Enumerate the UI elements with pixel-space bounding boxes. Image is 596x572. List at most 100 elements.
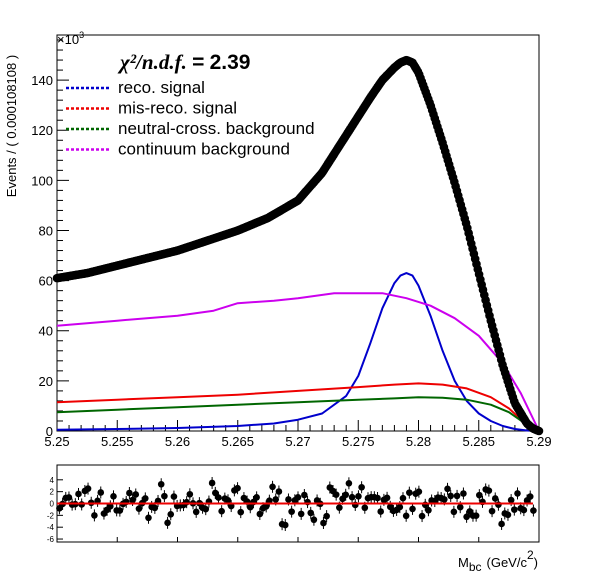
res-point bbox=[262, 503, 270, 510]
res-point bbox=[358, 483, 365, 491]
res-point bbox=[237, 508, 245, 516]
res-point bbox=[208, 479, 216, 487]
res-point bbox=[450, 508, 458, 516]
res-point bbox=[126, 489, 133, 497]
y-tick-label: 60 bbox=[39, 274, 53, 289]
legend-entry: neutral-cross. background bbox=[118, 119, 315, 138]
y-tick-label: 140 bbox=[31, 73, 53, 88]
res-point bbox=[94, 497, 101, 505]
res-y-tick-label: -4 bbox=[47, 523, 55, 532]
x-tick-label: 5.265 bbox=[221, 434, 254, 449]
x-axis-label: Mbc (GeV/c2) bbox=[458, 548, 538, 572]
res-point bbox=[526, 493, 534, 500]
res-point bbox=[297, 510, 305, 518]
y-multiplier-base: ×10 bbox=[57, 32, 79, 47]
legend: reco. signal mis-reco. signalneutral-cros… bbox=[66, 78, 315, 159]
res-point bbox=[507, 496, 515, 504]
res-point bbox=[498, 520, 505, 528]
data-points bbox=[52, 55, 544, 436]
residual-ticks: -6 -4 -2 0 2 4 bbox=[47, 476, 540, 544]
res-point bbox=[460, 490, 467, 497]
res-point bbox=[348, 493, 356, 501]
res-y-tick-label: 2 bbox=[50, 488, 55, 497]
res-point bbox=[161, 492, 168, 500]
x-label-sup: 2 bbox=[527, 548, 534, 562]
res-point bbox=[142, 495, 149, 502]
chi2-eq: = bbox=[192, 51, 204, 74]
res-point bbox=[272, 496, 280, 503]
y-tick-label: 40 bbox=[39, 324, 53, 339]
legend-entry: mis-reco. signal bbox=[118, 99, 237, 118]
res-point bbox=[218, 507, 225, 515]
res-point bbox=[269, 483, 276, 491]
res-point bbox=[132, 491, 140, 498]
chi2-label: χ²/n.d.f. = 2.39 bbox=[117, 50, 250, 74]
res-point bbox=[418, 512, 426, 520]
x-tick-label: 5.29 bbox=[526, 434, 551, 449]
curve-mis-reco-signal bbox=[56, 382, 540, 432]
res-y-tick-label: 0 bbox=[50, 500, 55, 509]
res-point bbox=[234, 484, 241, 492]
legend-entry: reco. signal bbox=[118, 78, 205, 97]
fit-curves bbox=[56, 272, 540, 432]
y-tick-label: 0 bbox=[46, 424, 53, 439]
x-tick-label: 5.26 bbox=[165, 434, 190, 449]
res-point bbox=[406, 489, 413, 496]
res-point bbox=[396, 503, 404, 511]
res-point bbox=[444, 485, 451, 493]
res-point bbox=[520, 506, 528, 514]
res-point bbox=[323, 512, 330, 520]
y-multiplier-exp: 3 bbox=[79, 30, 84, 40]
res-point bbox=[266, 497, 273, 504]
res-point bbox=[409, 505, 416, 513]
res-y-tick-label: 4 bbox=[50, 476, 55, 485]
x-tick-label: 5.255 bbox=[101, 434, 134, 449]
y-tick-label: 80 bbox=[39, 223, 53, 238]
res-point bbox=[110, 493, 117, 500]
res-y-tick-label: -2 bbox=[47, 511, 55, 520]
curve-continuum-background bbox=[56, 292, 540, 432]
res-point bbox=[145, 514, 152, 522]
res-point bbox=[246, 503, 254, 511]
y-tick-label: 20 bbox=[39, 374, 53, 389]
x-label-close: ) bbox=[534, 555, 538, 570]
res-point bbox=[415, 488, 423, 495]
y-tick-label: 120 bbox=[31, 123, 53, 138]
res-point bbox=[151, 504, 159, 512]
res-point bbox=[447, 492, 454, 500]
res-point bbox=[253, 494, 260, 501]
x-tick-label: 5.25 bbox=[44, 434, 69, 449]
res-point bbox=[129, 496, 136, 504]
res-point bbox=[202, 505, 210, 513]
res-point bbox=[399, 494, 407, 502]
x-label-unit: (GeV/c bbox=[487, 555, 528, 570]
res-point bbox=[294, 494, 302, 501]
res-point bbox=[441, 496, 448, 503]
res-point bbox=[425, 506, 432, 514]
res-point bbox=[215, 494, 222, 501]
res-point bbox=[345, 480, 353, 487]
res-point bbox=[320, 519, 327, 527]
y-axis-label: Events / ( 0.000108108 ) bbox=[4, 55, 19, 197]
res-point bbox=[495, 501, 502, 509]
res-point bbox=[456, 503, 464, 511]
x-label-sub: bc bbox=[469, 560, 482, 572]
res-point bbox=[65, 494, 73, 501]
res-point bbox=[256, 510, 264, 518]
res-point bbox=[342, 491, 350, 499]
res-y-tick-label: -6 bbox=[47, 535, 55, 544]
res-point bbox=[301, 491, 308, 499]
res-point bbox=[192, 508, 200, 516]
y-tick-label: 100 bbox=[31, 173, 53, 188]
res-point bbox=[361, 504, 369, 512]
main-ticks: 5.25 5.255 5.26 5.265 5.27 5.275 5.28 5.285 5.29… bbox=[31, 39, 552, 449]
res-point bbox=[186, 490, 194, 498]
res-point bbox=[374, 494, 381, 502]
res-point bbox=[310, 516, 318, 524]
res-point bbox=[285, 496, 292, 503]
res-point bbox=[463, 513, 470, 521]
res-point bbox=[116, 507, 124, 514]
res-point bbox=[167, 510, 175, 518]
res-point bbox=[275, 488, 283, 495]
